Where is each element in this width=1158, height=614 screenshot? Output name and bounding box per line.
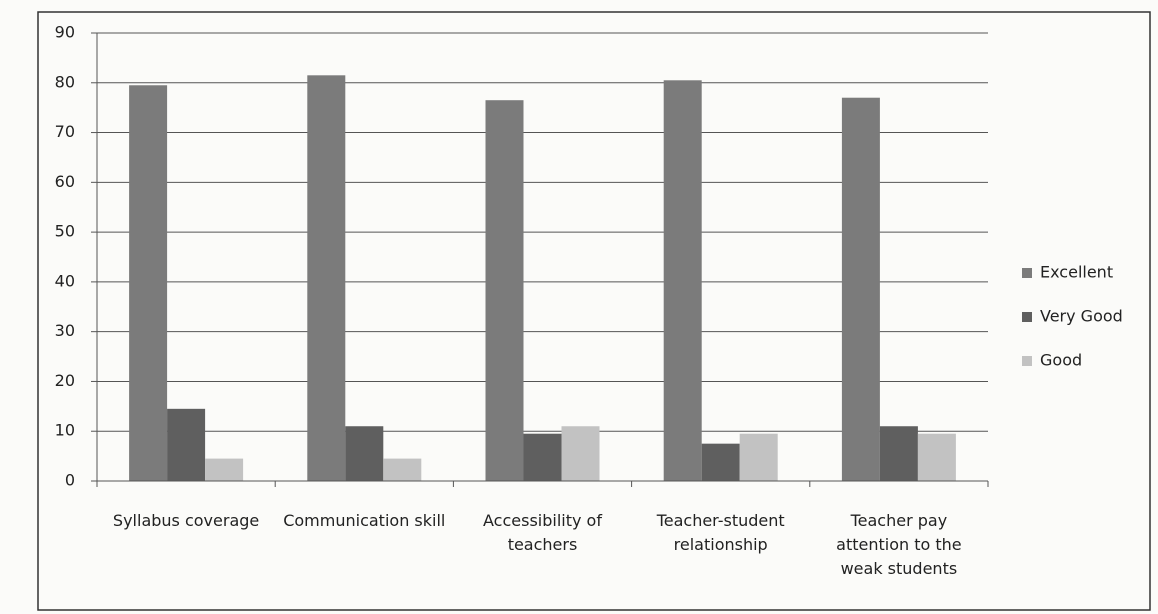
legend-label: Very Good xyxy=(1040,307,1123,326)
legend-label: Excellent xyxy=(1040,263,1113,282)
legend-label: Good xyxy=(1040,351,1082,370)
bar xyxy=(205,458,244,481)
y-tick-label: 60 xyxy=(55,172,75,191)
legend-swatch xyxy=(1022,312,1032,322)
x-tick-label: Accessibility of teachers xyxy=(483,511,602,554)
bar xyxy=(345,426,384,481)
y-tick-label: 30 xyxy=(55,321,75,340)
bar xyxy=(485,100,524,481)
bar xyxy=(523,433,562,481)
y-tick-label: 80 xyxy=(55,72,75,91)
bar xyxy=(167,408,206,481)
y-tick-label: 50 xyxy=(55,222,75,241)
bar xyxy=(917,433,956,481)
legend-swatch xyxy=(1022,356,1032,366)
bar xyxy=(383,458,422,481)
x-tick-label: Teacher pay attention to the weak studen… xyxy=(836,511,962,578)
x-tick-label: Communication skill xyxy=(283,511,446,530)
y-tick-label: 90 xyxy=(55,23,75,42)
bar xyxy=(841,97,880,481)
chart-frame xyxy=(37,11,1151,611)
y-tick-label: 0 xyxy=(65,471,75,490)
x-tick-label: Syllabus coverage xyxy=(112,511,260,530)
bar xyxy=(561,426,600,481)
y-tick-label: 70 xyxy=(55,122,75,141)
bar xyxy=(307,75,346,482)
bar xyxy=(701,443,740,481)
y-tick-label: 40 xyxy=(55,271,75,290)
bar xyxy=(129,85,168,482)
y-tick-label: 20 xyxy=(55,371,75,390)
bar xyxy=(663,80,702,482)
bar xyxy=(739,433,778,481)
legend-swatch xyxy=(1022,268,1032,278)
x-tick-label: Teacher-student relationship xyxy=(656,511,785,554)
bar xyxy=(879,426,918,481)
y-tick-label: 10 xyxy=(55,421,75,440)
